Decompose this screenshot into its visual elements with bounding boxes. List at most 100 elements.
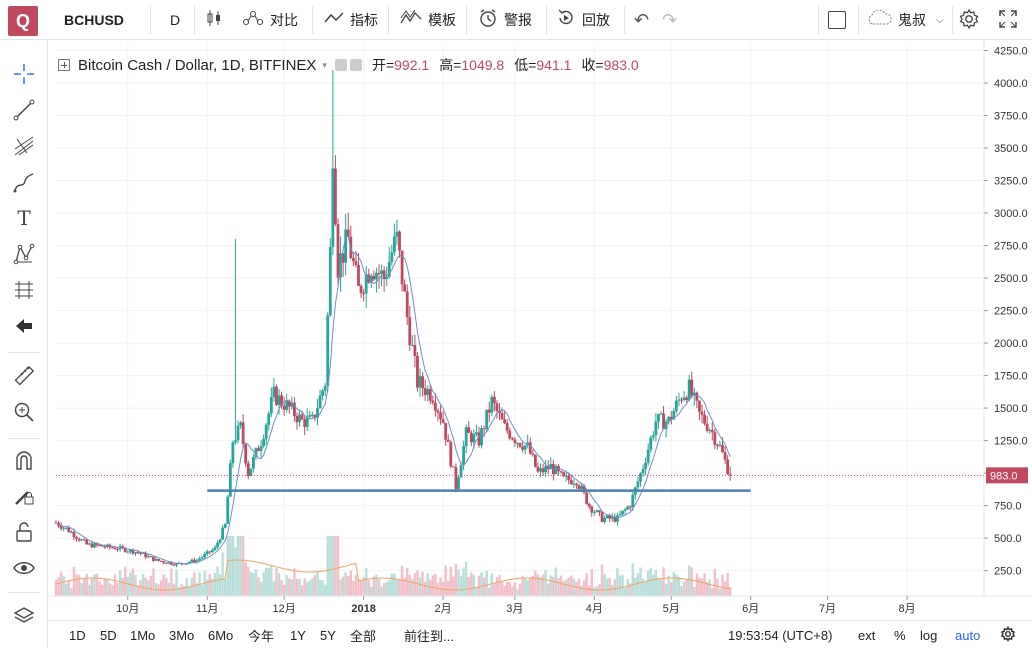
unlock-icon[interactable] [0, 516, 48, 548]
range-5d-button[interactable]: 5D [100, 627, 117, 643]
candle-body [692, 392, 696, 396]
goto-date-button[interactable]: 前往到... [404, 628, 454, 644]
volume-bar [200, 584, 204, 596]
clock-timezone[interactable]: 19:53:54 (UTC+8) [728, 627, 833, 643]
volume-bar [629, 583, 632, 596]
magnet-icon[interactable] [0, 444, 48, 476]
range-ytd-button[interactable]: 今年 [248, 628, 275, 644]
volume-bar [62, 576, 65, 596]
candle-body [623, 509, 627, 511]
maximize-button[interactable] [998, 0, 1018, 40]
volume-bar [470, 572, 473, 596]
replay-button[interactable]: 回放 [556, 0, 610, 40]
interval-button[interactable]: D [170, 12, 181, 28]
range-1y-button[interactable]: 1Y [290, 627, 306, 643]
range-6mo-button[interactable]: 6Mo [208, 627, 234, 643]
fullscreen-toggle-button[interactable] [828, 0, 846, 40]
chart-style-button[interactable] [206, 0, 228, 40]
volume-bar [90, 577, 94, 596]
candle-body [528, 442, 532, 454]
volume-bar [434, 573, 437, 596]
alert-button[interactable]: 警报 [478, 0, 532, 40]
range-all-button[interactable]: 全部 [350, 628, 377, 644]
undo-icon[interactable]: ↶ [634, 9, 650, 30]
indicators-button[interactable]: 指标 [324, 0, 378, 40]
layers-icon[interactable] [0, 600, 48, 632]
legend-collapse-icon[interactable] [58, 59, 70, 71]
layout-menu-button[interactable]: 鬼叔 ⌵ [866, 0, 944, 40]
range-5y-button[interactable]: 5Y [320, 627, 336, 643]
candle-body [603, 518, 606, 522]
crosshair-icon[interactable] [0, 58, 48, 90]
series-title[interactable]: Bitcoin Cash / Dollar, 1D, BITFINEX [78, 56, 317, 74]
volume-bar [380, 586, 383, 596]
ext-hours-toggle[interactable]: ext [858, 627, 876, 643]
volume-bar [539, 576, 542, 596]
candle-body [334, 168, 337, 225]
candle-body [482, 428, 486, 430]
volume-bar [690, 567, 693, 596]
settings-button[interactable] [958, 0, 980, 40]
compare-button[interactable]: 对比 [242, 0, 298, 40]
pitchfork-icon[interactable] [0, 130, 48, 162]
price-tick-label: 3500.0 [994, 143, 1028, 155]
trend-line-icon[interactable] [0, 94, 48, 126]
percent-scale-toggle[interactable]: % [894, 627, 906, 643]
volume-bar [54, 579, 58, 596]
settings-small-icon[interactable] [349, 59, 362, 71]
symbol-search-button[interactable]: BCHUSD [64, 12, 124, 28]
volume-bar [698, 577, 701, 596]
volume-bar [516, 589, 519, 596]
templates-button[interactable]: 模板 [400, 0, 456, 40]
candle-body [567, 475, 571, 480]
ruler-icon[interactable] [0, 360, 48, 392]
volume-bar [318, 579, 322, 596]
price-tick-label: 4250.0 [994, 46, 1028, 58]
back-arrow-icon[interactable] [0, 310, 48, 342]
pencil-lock-icon[interactable] [0, 480, 48, 512]
volume-bar [57, 577, 60, 596]
chevron-down-icon[interactable]: ▾ [322, 59, 327, 70]
volume-bar [611, 584, 614, 596]
volume-bar [362, 577, 365, 596]
candle-body [472, 434, 476, 443]
eye-icon[interactable] [0, 552, 48, 584]
text-tool-icon[interactable]: T [17, 206, 31, 230]
volume-bar [716, 578, 719, 596]
volume-bar [495, 577, 499, 596]
volume-bar [618, 575, 622, 596]
range-1d-button[interactable]: 1D [69, 627, 86, 643]
candle-body [703, 414, 706, 424]
volume-bar [613, 579, 617, 596]
redo-icon[interactable]: ↷ [662, 9, 678, 30]
price-tick-label: 3250.0 [994, 176, 1028, 188]
prediction-icon[interactable] [0, 274, 48, 306]
volume-bar [121, 577, 124, 596]
pattern-icon[interactable] [0, 238, 48, 270]
price-chart[interactable]: 250.0500.0750.01000.01250.01500.01750.02… [48, 40, 1032, 620]
candle-body [169, 562, 173, 565]
volume-bar [639, 567, 642, 596]
range-1mo-button[interactable]: 1Mo [130, 627, 156, 643]
brush-icon[interactable] [0, 166, 48, 198]
volume-bar [336, 536, 340, 596]
zoom-in-icon[interactable] [0, 396, 48, 428]
candle-body [682, 397, 686, 401]
auto-scale-toggle[interactable]: auto [955, 627, 981, 643]
candle-body [357, 264, 360, 286]
app-logo[interactable]: Q [8, 6, 38, 36]
log-scale-toggle[interactable]: log [920, 627, 938, 643]
range-3mo-button[interactable]: 3Mo [169, 627, 195, 643]
chart-area[interactable]: 250.0500.0750.01000.01250.01500.01750.02… [48, 40, 1032, 620]
candle-body [303, 419, 307, 427]
candle-body [236, 425, 240, 441]
settings-small-icon[interactable] [334, 59, 347, 71]
volume-bar [557, 578, 560, 596]
volume-bar [152, 568, 155, 596]
candle-body [216, 542, 219, 548]
volume-bar [249, 572, 253, 596]
volume-bar [259, 581, 263, 596]
scale-settings-button[interactable] [1000, 621, 1016, 648]
volume-bar [241, 536, 245, 596]
candle-body [77, 538, 81, 541]
